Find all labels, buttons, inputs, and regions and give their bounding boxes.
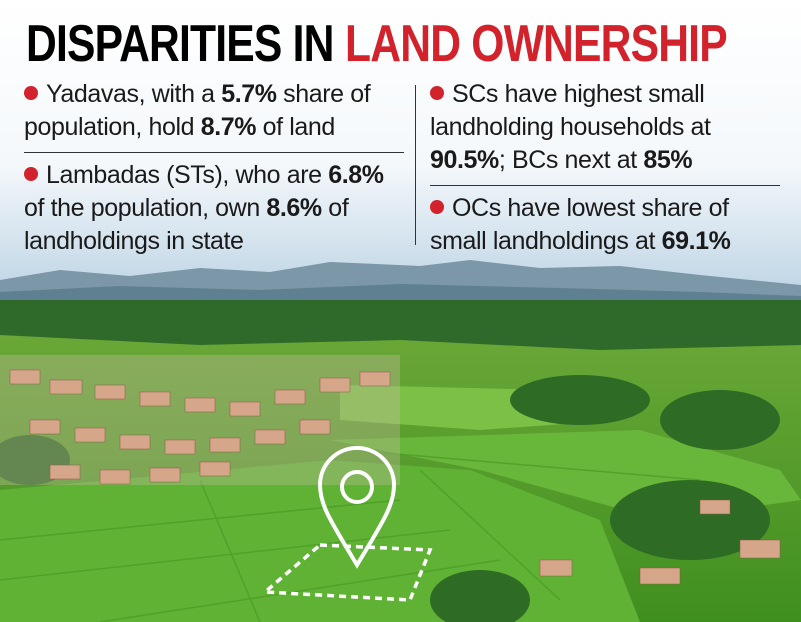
highlight-figure: 85% [643, 146, 693, 174]
highlight-figure: 6.8% [328, 161, 384, 189]
bullet-dot [24, 167, 38, 181]
bullet-point: Lambadas (STs), who are 6.8% of the popu… [24, 159, 404, 266]
bullet-text: Yadavas, with a [46, 80, 222, 108]
bullet-dot [24, 86, 38, 100]
bullet-text: Lambadas (STs), who are [46, 161, 329, 189]
bullet-text: of the population, own [24, 194, 267, 222]
headline-highlight: LAND OWNERSHIP [345, 15, 728, 73]
highlight-figure: 8.7% [200, 113, 257, 141]
bullet-text: of landholdings in state [24, 194, 349, 255]
separator [24, 152, 404, 153]
bullet-point: OCs have lowest share of small landholdi… [430, 192, 780, 266]
separator [430, 185, 780, 186]
bullet-dot [430, 200, 444, 214]
bullet-point: Yadavas, with a 5.7% share of population… [24, 78, 404, 152]
bullet-text: OCs have lowest share of small landholdi… [430, 194, 729, 255]
bullet-text: ; BCs next at [498, 146, 644, 174]
right-column: SCs have highest small landholding house… [430, 78, 780, 266]
highlight-figure: 69.1% [661, 227, 731, 255]
bullet-text: of land [256, 113, 336, 141]
bullet-text: SCs have highest small landholding house… [430, 80, 711, 141]
bullet-dot [430, 86, 444, 100]
headline-part: DISPARITIES IN [26, 15, 334, 73]
left-column: Yadavas, with a 5.7% share of population… [24, 78, 404, 266]
highlight-figure: 8.6% [266, 194, 322, 222]
highlight-figure: 90.5% [430, 146, 499, 174]
bullet-point: SCs have highest small landholding house… [430, 78, 780, 185]
highlight-figure: 5.7% [221, 80, 277, 108]
bullet-text: share of population, hold [24, 80, 371, 141]
headline: DISPARITIES IN LAND OWNERSHIP [26, 14, 728, 74]
column-divider [415, 85, 416, 245]
